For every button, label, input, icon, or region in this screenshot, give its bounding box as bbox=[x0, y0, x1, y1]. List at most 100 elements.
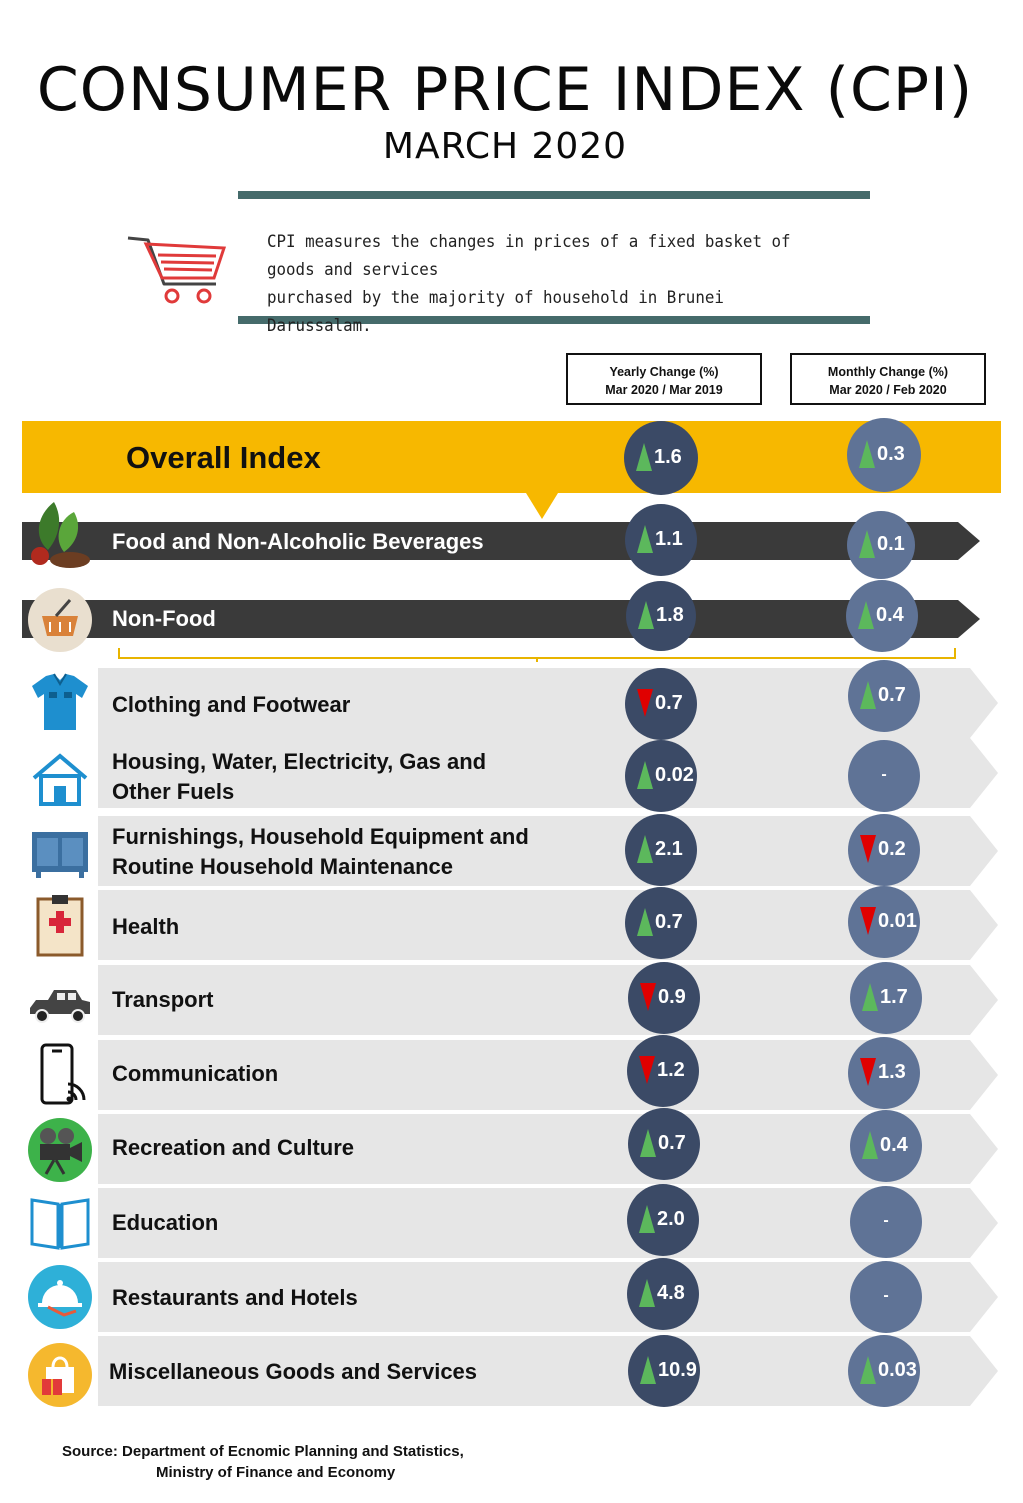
row-yearly-circle-value: 0.02 bbox=[655, 764, 694, 786]
overall-monthly-circle bbox=[847, 418, 921, 492]
decrease-arrow-icon bbox=[639, 1056, 655, 1084]
increase-arrow-icon bbox=[638, 601, 654, 629]
group-monthly-circle bbox=[846, 580, 918, 652]
overall-yearly-circle bbox=[624, 421, 698, 495]
non-food-bracket bbox=[118, 648, 956, 662]
row-label-furnishings: Furnishings, Household Equipment and Rout… bbox=[112, 822, 529, 882]
row-band bbox=[98, 738, 1000, 808]
row-label-line: Communication bbox=[112, 1061, 279, 1086]
row-label-clothing: Clothing and Footwear bbox=[112, 690, 350, 720]
row-yearly-circle-value: 1.2 bbox=[657, 1059, 685, 1081]
group-yearly-circle-value: 1.8 bbox=[656, 604, 684, 626]
overall-index-band bbox=[22, 421, 1001, 493]
row-band bbox=[98, 890, 1000, 960]
row-yearly-circle-value: 0.9 bbox=[658, 986, 686, 1008]
row-yearly-circle bbox=[625, 814, 697, 886]
yearly-header-line: Mar 2020 / Mar 2019 bbox=[605, 383, 723, 397]
row-label-miscellaneous: Miscellaneous Goods and Services bbox=[109, 1357, 477, 1387]
group-monthly-circle bbox=[847, 511, 915, 579]
row-label-transport: Transport bbox=[112, 985, 213, 1015]
food-icon bbox=[31, 502, 90, 568]
house-icon bbox=[32, 753, 88, 806]
increase-arrow-icon bbox=[636, 443, 652, 471]
row-monthly-circle-value: 0.4 bbox=[880, 1134, 908, 1156]
row-yearly-circle-value: 0.7 bbox=[655, 911, 683, 933]
monthly-header-line: Monthly Change (%) bbox=[827, 365, 949, 379]
row-label-line: Transport bbox=[112, 987, 214, 1012]
row-label-line: Restaurants and Hotels bbox=[112, 1285, 358, 1310]
row-label-line: Health bbox=[112, 914, 180, 939]
row-label-restaurants: Restaurants and Hotels bbox=[112, 1283, 358, 1313]
row-yearly-circle-value: 4.8 bbox=[657, 1282, 685, 1304]
group-yearly-circle bbox=[626, 581, 696, 651]
monthly-header-line: Mar 2020 / Feb 2020 bbox=[829, 383, 947, 397]
group-label-non-food: Non-Food bbox=[112, 606, 216, 631]
row-monthly-circle bbox=[850, 1186, 922, 1258]
row-monthly-circle bbox=[848, 740, 920, 812]
car-icon bbox=[30, 990, 90, 1023]
description-line: purchased by the majority of household i… bbox=[267, 288, 724, 336]
yearly-header-line: Yearly Change (%) bbox=[609, 365, 719, 379]
overall-index-pointer bbox=[526, 493, 558, 519]
row-label-line: Recreation and Culture bbox=[112, 1135, 355, 1160]
row-band bbox=[98, 1114, 1000, 1184]
group-bar-food bbox=[22, 522, 982, 560]
source-note: Source: Department of Ecnomic Planning a… bbox=[62, 1441, 464, 1483]
row-label-line: Routine Household Maintenance bbox=[112, 854, 454, 879]
increase-arrow-icon bbox=[640, 1356, 656, 1384]
yearly-column-header: Yearly Change (%) Mar 2020 / Mar 2019 bbox=[566, 353, 762, 405]
row-band bbox=[98, 1336, 1000, 1406]
increase-arrow-icon bbox=[862, 1131, 878, 1159]
shirt-icon bbox=[32, 673, 88, 730]
row-monthly-circle-value: 0.03 bbox=[878, 1359, 917, 1381]
row-band bbox=[98, 1262, 1000, 1332]
row-yearly-circle bbox=[625, 668, 697, 740]
shopping-cart-icon bbox=[127, 236, 227, 304]
row-monthly-circle-value: 0.7 bbox=[878, 684, 906, 706]
top-rule bbox=[238, 191, 870, 199]
row-monthly-circle-value: 0.2 bbox=[878, 838, 906, 860]
row-label-line: Education bbox=[112, 1210, 219, 1235]
decrease-arrow-icon bbox=[640, 983, 656, 1011]
increase-arrow-icon bbox=[862, 983, 878, 1011]
row-monthly-circle bbox=[850, 1261, 922, 1333]
increase-arrow-icon bbox=[859, 530, 875, 558]
row-yearly-circle-value: 10.9 bbox=[658, 1359, 697, 1381]
row-yearly-circle bbox=[625, 740, 697, 812]
decrease-arrow-icon bbox=[860, 1058, 876, 1086]
increase-arrow-icon bbox=[860, 1356, 876, 1384]
row-monthly-circle bbox=[850, 962, 922, 1034]
row-yearly-circle bbox=[627, 1035, 699, 1107]
cpi-description: CPI measures the changes in prices of a … bbox=[267, 228, 834, 340]
row-band bbox=[98, 668, 1000, 738]
row-label-housing: Housing, Water, Electricity, Gas and Othe… bbox=[112, 747, 486, 807]
smartphone-icon bbox=[40, 1043, 86, 1105]
increase-arrow-icon bbox=[637, 525, 653, 553]
monthly-column-header: Monthly Change (%) Mar 2020 / Feb 2020 bbox=[790, 353, 986, 405]
overall-yearly-circle-value: 1.6 bbox=[654, 446, 682, 468]
row-band bbox=[98, 965, 1000, 1035]
row-label-communication: Communication bbox=[112, 1059, 278, 1089]
row-yearly-circle-value: 0.7 bbox=[658, 1132, 686, 1154]
row-monthly-circle-value: - bbox=[883, 1287, 889, 1304]
row-yearly-circle bbox=[627, 1184, 699, 1256]
overall-monthly-circle-value: 0.3 bbox=[877, 443, 905, 465]
book-icon bbox=[30, 1198, 90, 1250]
row-label-health: Health bbox=[112, 912, 179, 942]
row-monthly-circle-value: 1.3 bbox=[878, 1061, 906, 1083]
group-monthly-circle-value: 0.4 bbox=[876, 604, 904, 626]
decrease-arrow-icon bbox=[637, 689, 653, 717]
basket-icon bbox=[28, 588, 92, 652]
row-monthly-circle bbox=[848, 886, 920, 958]
row-monthly-circle bbox=[848, 814, 920, 886]
row-yearly-circle bbox=[628, 1335, 700, 1407]
row-monthly-circle-value: 1.7 bbox=[880, 986, 908, 1008]
row-yearly-circle-value: 0.7 bbox=[655, 692, 683, 714]
row-monthly-circle bbox=[848, 1335, 920, 1407]
source-line: Ministry of Finance and Economy bbox=[156, 1464, 396, 1481]
source-line: Source: Department of Ecnomic Planning a… bbox=[62, 1443, 464, 1460]
increase-arrow-icon bbox=[859, 440, 875, 468]
cabinet-icon bbox=[32, 832, 88, 878]
group-monthly-circle-value: 0.1 bbox=[877, 533, 905, 555]
row-monthly-circle-value: - bbox=[881, 766, 887, 783]
